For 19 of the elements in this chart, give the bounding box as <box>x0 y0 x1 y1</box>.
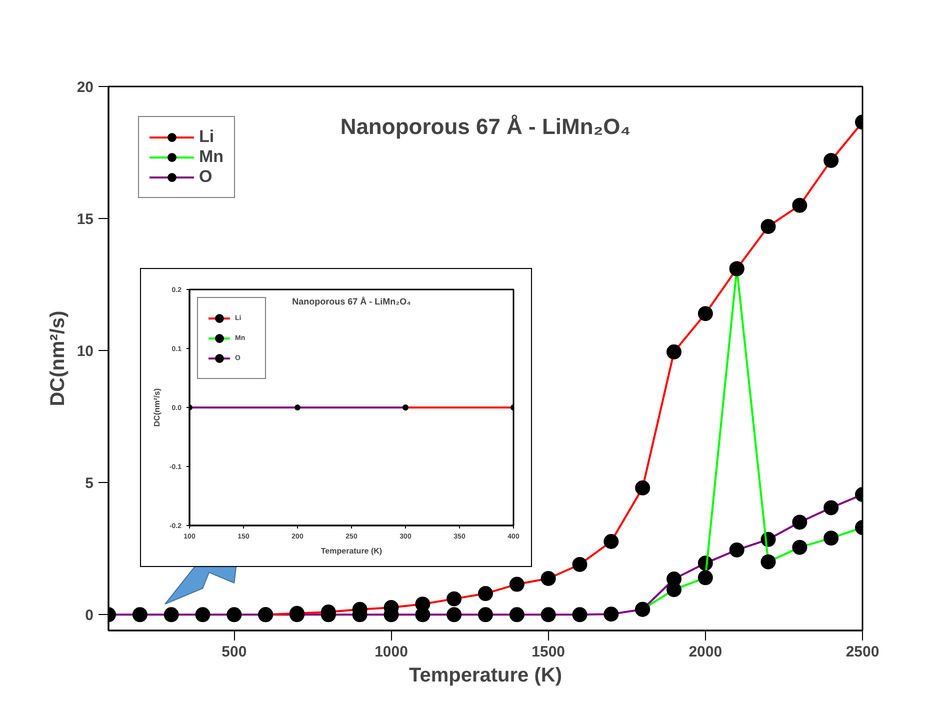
text: Nanoporous 67 Å - LiMn₂O₄ <box>340 114 631 139</box>
x-tick-label: 2500 <box>846 644 880 660</box>
x-tick-label: 1500 <box>532 644 566 660</box>
y-tick-label: 10 <box>76 343 94 360</box>
y-tick-label: 5 <box>85 475 94 492</box>
y-axis-title: DC(nm²/s) <box>152 388 162 427</box>
y-tick-label: 0 <box>85 607 94 624</box>
text: Nanoporous 67 Å - LiMn₂O₄ <box>292 296 411 306</box>
y-tick-label: 20 <box>76 79 94 96</box>
y-tick-label: 15 <box>76 211 94 228</box>
x-tick-label: 2000 <box>688 644 722 660</box>
x-axis-title: Temperature (K) <box>409 664 562 686</box>
x-axis-title: Temperature (K) <box>320 546 382 556</box>
legend-label: O <box>199 167 214 187</box>
x-tick-label: 1000 <box>374 644 408 660</box>
x-tick-label: 500 <box>222 644 247 660</box>
y-axis-title: DC(nm²/s) <box>46 310 69 406</box>
legend-label: Li <box>199 127 216 147</box>
legend-label: Mn <box>199 147 224 167</box>
